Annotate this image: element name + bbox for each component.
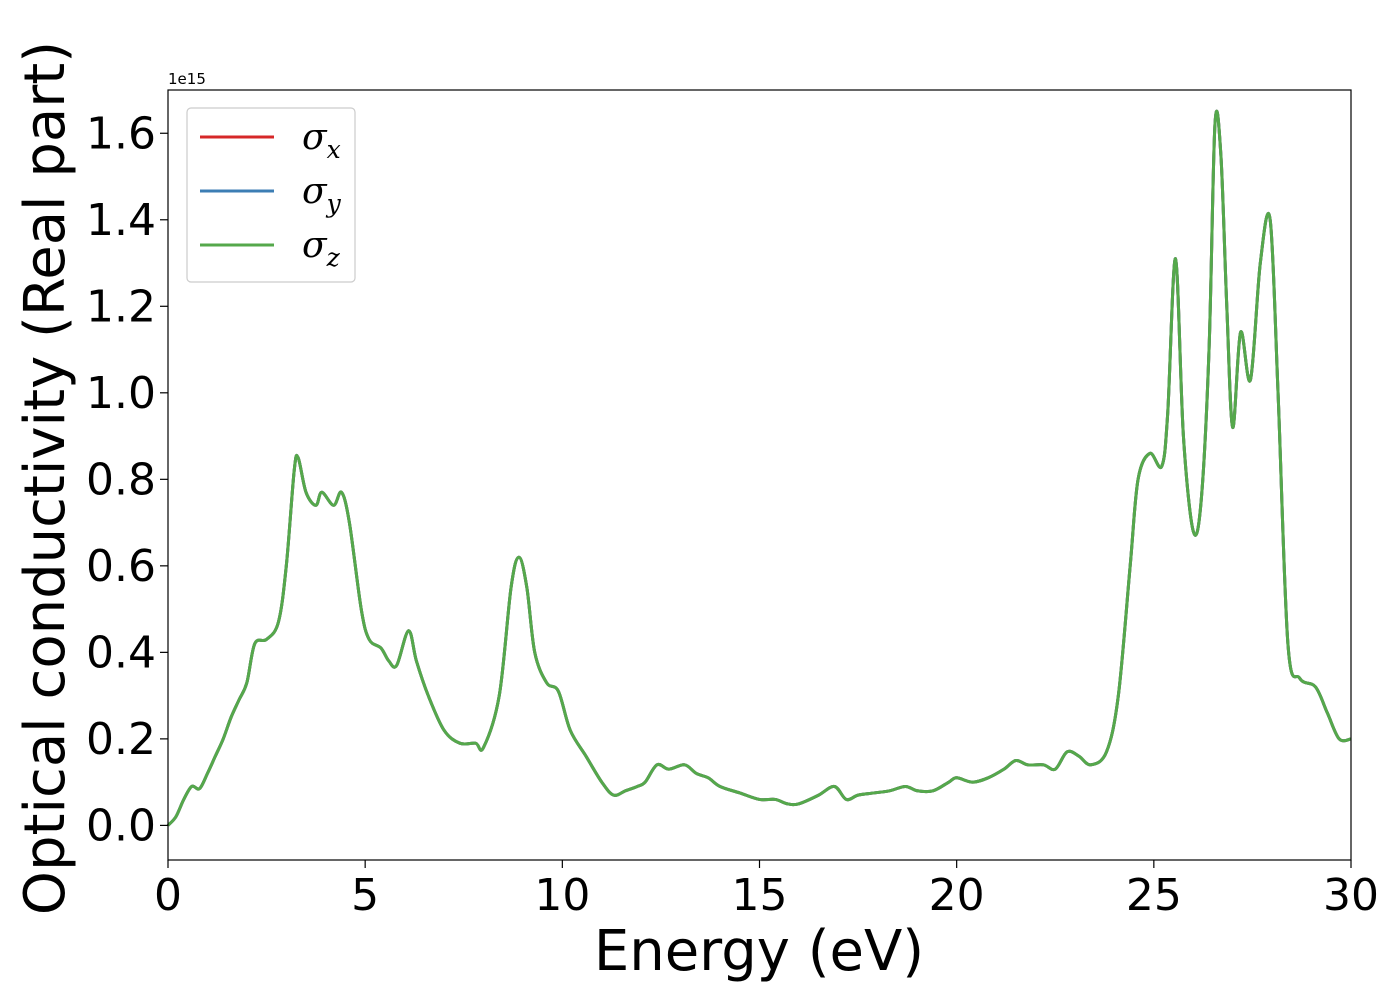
legend-label-z: σz — [302, 225, 341, 272]
legend-label-x: σx — [302, 117, 341, 164]
y-tick-label: 0.8 — [86, 454, 156, 505]
y-tick-label: 1.6 — [86, 108, 156, 159]
y-tick-label: 0.2 — [86, 714, 156, 765]
x-tick-label: 30 — [1323, 870, 1379, 921]
x-tick-label: 25 — [1126, 870, 1182, 921]
y-tick-label: 0.6 — [86, 541, 156, 592]
series-lines — [166, 109, 1352, 827]
y-offset-label: 1e15 — [168, 70, 206, 88]
x-axis-title: Energy (eV) — [594, 919, 924, 984]
x-axis-ticks: 0 5 10 15 20 25 30 — [154, 860, 1379, 921]
y-tick-label: 0.0 — [86, 800, 156, 851]
y-tick-label: 0.4 — [86, 627, 156, 678]
y-tick-label: 1.2 — [86, 281, 156, 332]
plot-background — [168, 90, 1351, 860]
y-axis-title: Optical conductivity (Real part) — [13, 41, 78, 915]
y-tick-label: 1.0 — [86, 368, 156, 419]
x-tick-label: 20 — [929, 870, 985, 921]
legend-label-y: σy — [302, 171, 342, 218]
series-line-z — [166, 109, 1352, 827]
x-tick-label: 10 — [534, 870, 590, 921]
legend-box — [186, 107, 356, 283]
y-axis-ticks: 0.0 0.2 0.4 0.6 0.8 1.0 1.2 1.4 1.6 — [86, 108, 168, 851]
y-tick-label: 1.4 — [86, 195, 156, 246]
x-tick-label: 15 — [732, 870, 788, 921]
x-tick-label: 5 — [351, 870, 379, 921]
x-tick-label: 0 — [154, 870, 182, 921]
legend: σx σy σz — [186, 107, 356, 283]
